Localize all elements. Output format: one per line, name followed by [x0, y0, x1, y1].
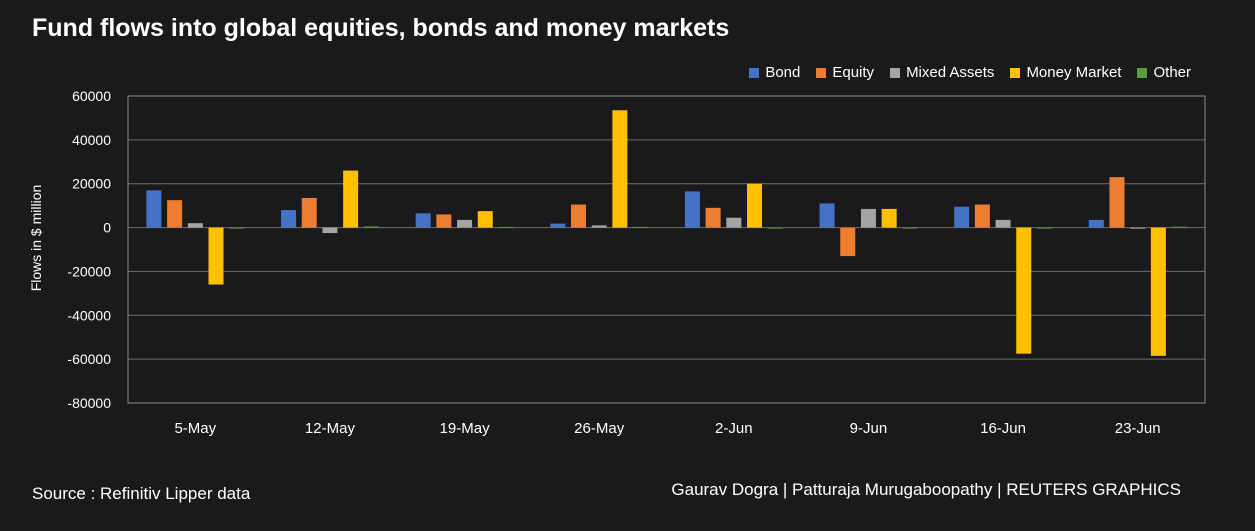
x-tick-label: 23-Jun: [1115, 420, 1161, 437]
credit-line: Gaurav Dogra | Patturaja Murugaboopathy …: [671, 480, 1181, 499]
y-tick-label: 40000: [72, 132, 111, 148]
legend-item-other: Other: [1137, 64, 1191, 81]
bar-bond-12-may: [281, 210, 297, 228]
x-tick-label: 16-Jun: [980, 420, 1026, 437]
bar-money-market-16-jun: [1016, 227, 1032, 354]
bar-other-5-may: [229, 227, 245, 229]
x-tick-label: 12-May: [305, 420, 356, 437]
legend-swatch: [816, 67, 827, 78]
bar-bond-23-jun: [1088, 219, 1104, 228]
y-tick-label: 0: [103, 220, 111, 236]
bar-equity-5-may: [167, 200, 183, 228]
bar-other-9-jun: [902, 227, 918, 229]
bar-money-market-9-jun: [881, 208, 897, 228]
legend-label: Mixed Assets: [906, 64, 995, 81]
legend-swatch: [890, 67, 901, 78]
bar-mixed-assets-2-jun: [726, 217, 742, 228]
x-tick-label: 9-Jun: [850, 420, 888, 437]
legend-swatch: [749, 67, 760, 78]
bar-money-market-19-may: [477, 211, 493, 228]
chart-legend: Bond Equity Mixed Assets Money Market Other: [749, 64, 1191, 81]
bar-equity-19-may: [436, 214, 452, 228]
bar-bond-19-may: [415, 213, 431, 228]
bar-equity-16-jun: [974, 204, 990, 228]
bar-mixed-assets-19-may: [457, 219, 473, 228]
bar-other-12-may: [363, 226, 379, 228]
x-tick-label: 2-Jun: [715, 420, 753, 437]
bar-mixed-assets-23-jun: [1130, 227, 1146, 229]
bar-money-market-23-jun: [1150, 227, 1166, 356]
bar-bond-9-jun: [819, 203, 835, 228]
bar-mixed-assets-12-may: [322, 227, 338, 234]
bar-other-19-may: [498, 226, 514, 228]
bar-equity-23-jun: [1109, 177, 1125, 228]
y-tick-label: -80000: [67, 395, 111, 411]
bar-mixed-assets-5-may: [187, 223, 203, 228]
legend-label: Equity: [832, 64, 875, 81]
bar-equity-2-jun: [705, 207, 721, 228]
chart-title: Fund flows into global equities, bonds a…: [32, 14, 730, 42]
bar-other-26-may: [633, 226, 649, 228]
legend-label: Bond: [765, 64, 801, 81]
bar-other-23-jun: [1171, 226, 1187, 228]
legend-item-equity: Equity: [816, 64, 874, 81]
bar-money-market-5-may: [208, 227, 224, 285]
source-note: Source : Refinitiv Lipper data: [32, 484, 251, 503]
legend-label: Other: [1153, 64, 1191, 81]
bar-other-16-jun: [1036, 227, 1052, 229]
x-tick-label: 19-May: [440, 420, 491, 437]
bar-money-market-2-jun: [747, 183, 763, 228]
bar-bond-5-may: [146, 190, 162, 228]
bar-equity-9-jun: [840, 227, 856, 257]
legend-label: Money Market: [1026, 64, 1122, 81]
legend-item-mixed-assets: Mixed Assets: [890, 64, 994, 81]
bar-bond-16-jun: [954, 206, 970, 228]
bar-equity-26-may: [570, 204, 586, 228]
bar-money-market-12-may: [343, 170, 359, 228]
y-tick-label: -20000: [67, 263, 111, 279]
y-tick-label: -40000: [67, 307, 111, 323]
x-tick-label: 5-May: [174, 420, 216, 437]
legend-item-money-market: Money Market: [1010, 64, 1121, 81]
plot-border: [127, 95, 1206, 404]
legend-item-bond: Bond: [749, 64, 800, 81]
bar-mixed-assets-26-may: [591, 225, 607, 228]
legend-swatch: [1010, 67, 1021, 78]
bar-mixed-assets-16-jun: [995, 219, 1011, 228]
bar-money-market-26-may: [612, 110, 628, 228]
bar-other-2-jun: [767, 227, 783, 229]
bar-bond-2-jun: [684, 191, 700, 228]
bar-mixed-assets-9-jun: [860, 208, 876, 228]
y-tick-label: -60000: [67, 351, 111, 367]
y-tick-label: 60000: [72, 88, 111, 104]
y-tick-label: 20000: [72, 176, 111, 192]
x-tick-label: 26-May: [574, 420, 625, 437]
bar-equity-12-may: [301, 197, 317, 228]
bar-bond-26-may: [550, 223, 566, 228]
legend-swatch: [1137, 67, 1148, 78]
